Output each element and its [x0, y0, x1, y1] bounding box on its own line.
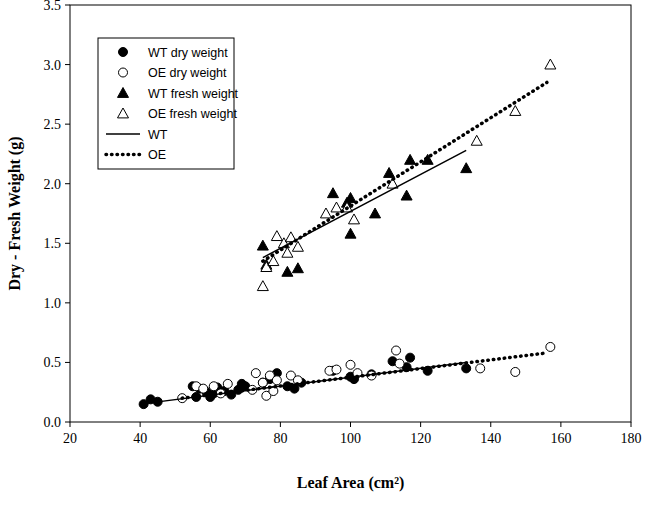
point	[258, 378, 267, 387]
plot-frame	[70, 5, 631, 422]
legend-label: OE dry weight	[148, 66, 227, 80]
point	[395, 359, 404, 368]
x-tick-label: 120	[410, 431, 431, 446]
point	[292, 241, 303, 251]
legend-marker	[118, 108, 129, 118]
x-tick	[631, 422, 632, 427]
point	[461, 163, 472, 173]
y-tick	[65, 5, 70, 6]
x-tick-label: 80	[273, 431, 287, 446]
point	[223, 379, 232, 388]
x-tick-label: 140	[480, 431, 501, 446]
x-tick-label: 160	[550, 431, 571, 446]
y-tick	[65, 302, 70, 303]
point	[471, 135, 482, 145]
point	[327, 188, 338, 198]
point	[545, 59, 556, 69]
y-tick-label: 3.0	[44, 58, 62, 73]
x-tick	[350, 422, 351, 427]
legend-line	[106, 133, 140, 135]
point	[406, 353, 415, 362]
y-axis-label: Dry - Fresh Weight (g)	[6, 136, 24, 290]
y-tick-label: 2.5	[44, 117, 62, 132]
point	[405, 154, 416, 164]
x-tick	[210, 422, 211, 427]
fit-line	[140, 150, 466, 404]
plot-area	[139, 59, 556, 409]
y-tick-label: 2.0	[44, 177, 62, 192]
point	[257, 281, 268, 291]
x-tick-label: 60	[203, 431, 217, 446]
x-tick	[70, 422, 71, 427]
point	[345, 228, 356, 238]
legend-marker	[119, 48, 128, 57]
fit-line	[182, 82, 547, 398]
x-tick	[140, 422, 141, 427]
point	[332, 365, 341, 374]
point	[401, 190, 412, 200]
x-tick-label: 20	[63, 431, 77, 446]
legend-label: OE fresh weight	[148, 107, 237, 121]
x-axis-label: Leaf Area (cm²)	[297, 474, 405, 492]
point	[331, 202, 342, 212]
point	[292, 263, 303, 273]
y-tick-label: 0.0	[44, 415, 62, 430]
point	[349, 214, 360, 224]
point	[346, 360, 355, 369]
y-tick-label: 0.5	[44, 355, 62, 370]
point	[268, 256, 279, 266]
y-tick-label: 3.5	[44, 0, 62, 13]
legend-label: WT dry weight	[148, 46, 228, 60]
x-tick-label: 100	[340, 431, 361, 446]
point	[199, 384, 208, 393]
point	[257, 240, 268, 250]
y-tick	[65, 124, 70, 125]
point	[511, 367, 520, 376]
point	[345, 193, 356, 203]
x-tick-label: 40	[133, 431, 147, 446]
legend-label: WT	[148, 128, 168, 142]
point	[384, 167, 395, 177]
chart: 20 40 60 80 100 120 140 160 180 0.0 0.5 1.0 1.5 2.0 2.…	[0, 0, 652, 521]
legend-marker	[119, 68, 128, 77]
point	[462, 364, 471, 373]
point	[510, 106, 521, 116]
y-tick-label: 1.5	[44, 236, 62, 251]
legend-marker	[118, 88, 129, 98]
legend-line	[106, 153, 140, 157]
point	[209, 382, 218, 391]
point	[320, 208, 331, 218]
legend: WT dry weight OE dry weight WT fresh weigh…	[98, 38, 239, 169]
x-tick	[420, 422, 421, 427]
x-tick	[560, 422, 561, 427]
point	[476, 364, 485, 373]
y-tick	[65, 362, 70, 363]
point	[370, 208, 381, 218]
y-tick	[65, 64, 70, 65]
y-tick	[65, 183, 70, 184]
x-tick	[280, 422, 281, 427]
legend-box	[98, 38, 234, 169]
point	[392, 346, 401, 355]
y-tick	[65, 422, 70, 423]
legend-label: OE	[148, 148, 166, 162]
point	[258, 378, 267, 387]
legend-label: WT fresh weight	[148, 87, 239, 101]
x-tick-label: 180	[621, 431, 642, 446]
point	[282, 266, 293, 276]
y-tick	[65, 243, 70, 244]
y-tick-label: 1.0	[44, 296, 62, 311]
point	[546, 342, 555, 351]
point	[271, 231, 282, 241]
x-tick	[490, 422, 491, 427]
point	[272, 376, 281, 385]
point	[251, 369, 260, 378]
